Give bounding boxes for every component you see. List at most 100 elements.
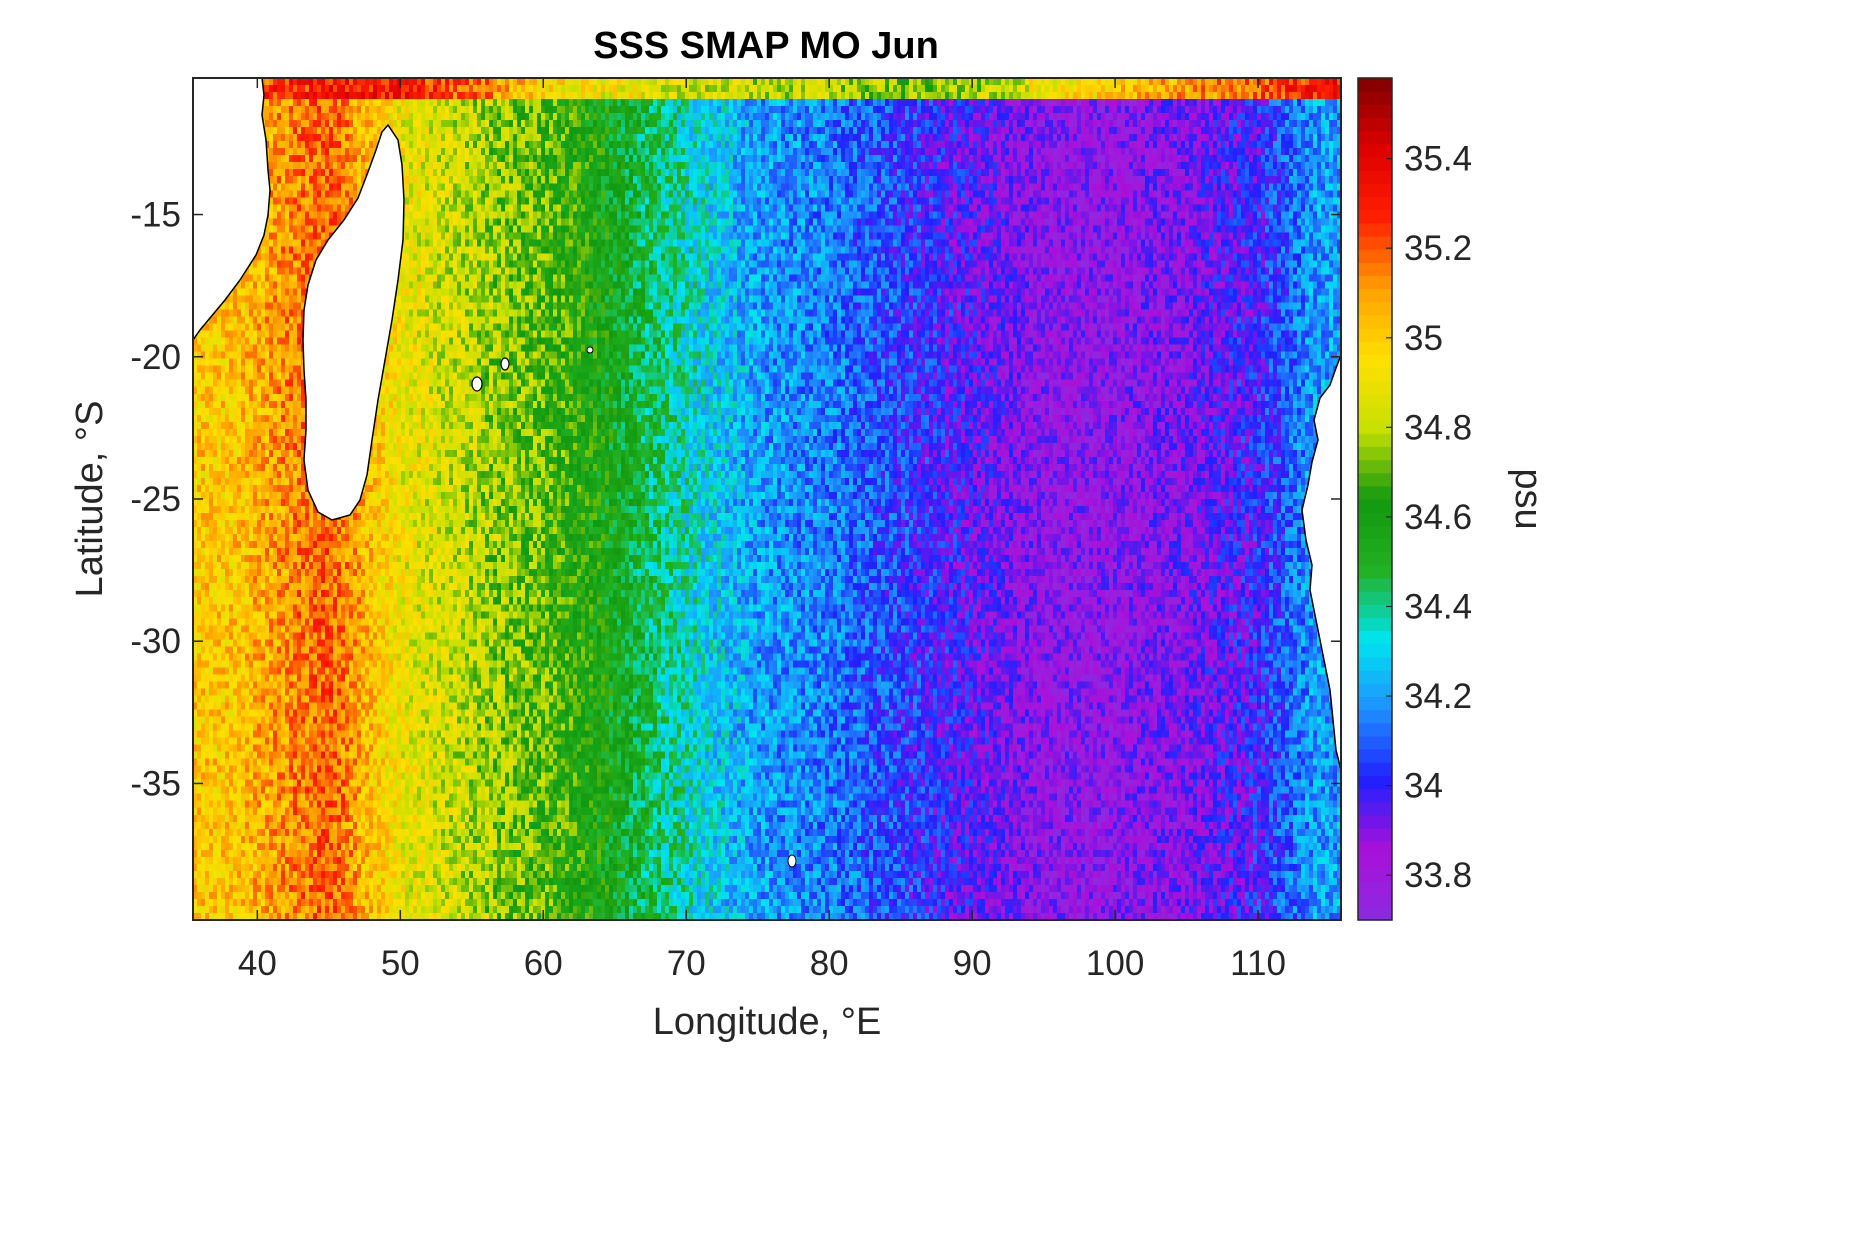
salinity-chart: SSS SMAP MO Jun 40 50 60 70 80 90 100 110 -15 -2…	[69, 25, 1549, 1043]
x-axis-label: Longitude, °E	[653, 1001, 882, 1043]
colorbar-band	[1358, 354, 1392, 369]
x-tick-label: 50	[381, 944, 420, 983]
australia-coast	[1301, 354, 1341, 771]
colorbar-band	[1358, 249, 1392, 263]
colorbar-band	[1358, 117, 1392, 132]
colorbar-band	[1358, 222, 1392, 237]
colorbar-tick-label: 35.2	[1404, 229, 1472, 268]
colorbar-band	[1358, 420, 1392, 434]
colorbar-tick-label: 35	[1404, 319, 1443, 358]
y-axis: -15 -20 -25 -30 -35	[130, 196, 1341, 803]
colorbar-band	[1358, 604, 1392, 619]
colorbar-band	[1358, 327, 1392, 342]
y-tick-label: -35	[130, 764, 181, 803]
colorbar-tick-label: 34	[1404, 767, 1443, 806]
colorbar-band	[1358, 564, 1392, 579]
colorbar-band	[1358, 854, 1392, 868]
y-tick-label: -20	[130, 338, 181, 377]
colorbar-gradient	[1358, 78, 1392, 921]
colorbar-band	[1358, 630, 1392, 645]
colorbar-band	[1358, 722, 1392, 737]
colorbar-tick-label: 35.4	[1404, 140, 1472, 179]
colorbar-band	[1358, 591, 1392, 605]
colorbar-band	[1358, 406, 1392, 421]
colorbar-band	[1358, 827, 1392, 842]
colorbar-band	[1358, 893, 1392, 908]
colorbar-band	[1358, 617, 1392, 632]
colorbar-band	[1358, 748, 1392, 763]
colorbar-band	[1358, 301, 1392, 316]
colorbar-band	[1358, 683, 1392, 697]
colorbar-band	[1358, 709, 1392, 724]
x-tick-label: 80	[810, 944, 849, 983]
colorbar-tick-label: 34.4	[1404, 587, 1472, 626]
colorbar-band	[1358, 380, 1392, 395]
colorbar-band	[1358, 78, 1392, 92]
colorbar-band	[1358, 696, 1392, 711]
colorbar-band	[1358, 577, 1392, 592]
amsterdam-island	[787, 854, 797, 868]
colorbar-band	[1358, 143, 1392, 158]
colorbar-band	[1358, 472, 1392, 487]
colorbar-band	[1358, 367, 1392, 382]
colorbar-band	[1358, 512, 1392, 526]
land-masses	[193, 78, 1341, 868]
colorbar-tick-label: 34.6	[1404, 498, 1472, 537]
colorbar-band	[1358, 183, 1392, 198]
colorbar-band	[1358, 235, 1392, 250]
x-tick-label: 40	[238, 944, 277, 983]
africa-coast	[193, 78, 271, 342]
colorbar-band	[1358, 499, 1392, 513]
colorbar-band	[1358, 341, 1392, 355]
colorbar-band	[1358, 880, 1392, 895]
x-axis: 40 50 60 70 80 90 100 110	[238, 78, 1286, 983]
y-tick-label: -15	[130, 196, 181, 235]
colorbar-band	[1358, 788, 1392, 803]
colorbar-band	[1358, 209, 1392, 224]
colorbar-band	[1358, 525, 1392, 540]
colorbar-band	[1358, 91, 1392, 105]
colorbar-label: psu	[1507, 468, 1549, 529]
colorbar-band	[1358, 735, 1392, 750]
chart-title: SSS SMAP MO Jun	[593, 25, 939, 67]
y-tick-label: -30	[130, 622, 181, 661]
colorbar-band	[1358, 906, 1392, 921]
colorbar-band	[1358, 867, 1392, 882]
rodrigues-island	[586, 346, 594, 354]
colorbar-band	[1358, 130, 1392, 145]
colorbar-band	[1358, 670, 1392, 684]
colorbar-band	[1358, 275, 1392, 290]
x-tick-label: 90	[953, 944, 992, 983]
y-axis-label: Latitude, °S	[69, 401, 111, 598]
colorbar-tick-label: 34.2	[1404, 677, 1472, 716]
colorbar-band	[1358, 446, 1392, 461]
colorbar-band	[1358, 775, 1392, 790]
madagascar	[302, 123, 405, 521]
reunion-island	[471, 376, 483, 392]
colorbar-band	[1358, 104, 1392, 119]
colorbar-band	[1358, 841, 1392, 855]
colorbar-band	[1358, 538, 1392, 553]
x-tick-label: 60	[524, 944, 563, 983]
colorbar-band	[1358, 433, 1392, 447]
colorbar-band	[1358, 393, 1392, 408]
colorbar-band	[1358, 156, 1392, 171]
colorbar-band	[1358, 262, 1392, 276]
x-tick-label: 70	[667, 944, 706, 983]
colorbar-tick-label: 33.8	[1404, 856, 1472, 895]
colorbar-ticks: 33.8 34 34.2 34.4 34.6 34.8 35 35.2 35.4	[1386, 140, 1472, 895]
colorbar-band	[1358, 762, 1392, 776]
colorbar-band	[1358, 170, 1392, 184]
colorbar-band	[1358, 801, 1392, 816]
colorbar-band	[1358, 196, 1392, 211]
colorbar-band	[1358, 314, 1392, 329]
colorbar-band	[1358, 551, 1392, 566]
colorbar: 33.8 34 34.2 34.4 34.6 34.8 35 35.2 35.4 psu	[1357, 77, 1549, 921]
colorbar-band	[1358, 814, 1392, 829]
colorbar-band	[1358, 485, 1392, 500]
mauritius-island	[500, 357, 510, 371]
y-tick-label: -25	[130, 480, 181, 519]
colorbar-band	[1358, 288, 1392, 303]
colorbar-band	[1358, 656, 1392, 671]
x-tick-label: 110	[1230, 944, 1286, 983]
